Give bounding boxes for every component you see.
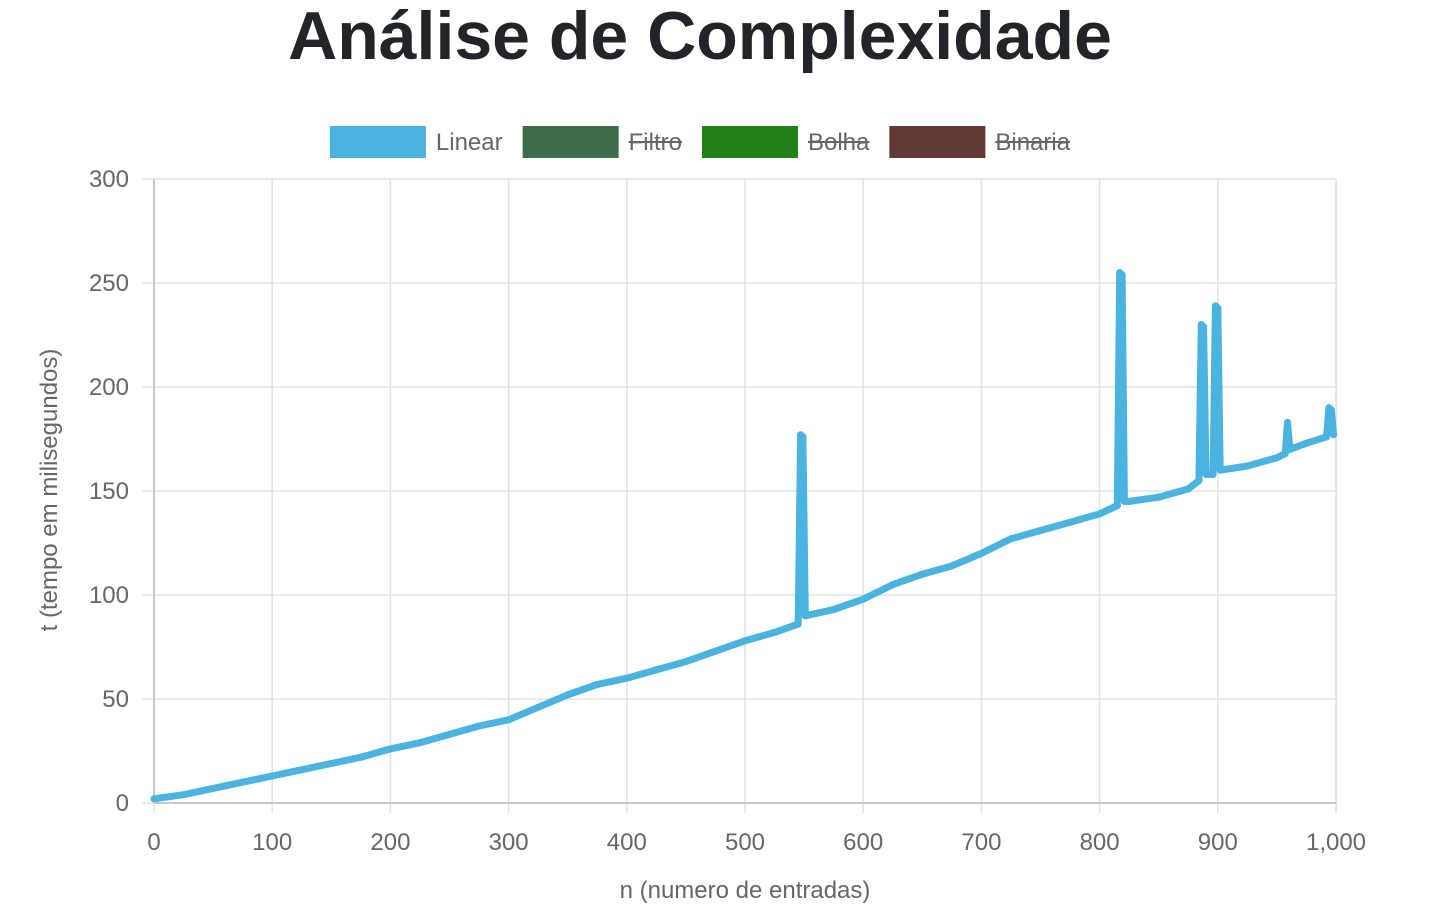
- legend-label: Linear: [436, 129, 503, 156]
- data-point: [1214, 304, 1222, 312]
- chart-series: [150, 269, 1338, 803]
- x-axis-ticks: 0 100 200 300 400 500 600 700 800 900 1,000: [147, 829, 1366, 856]
- y-axis-title: t (tempo em milisegundos): [36, 349, 63, 632]
- data-point: [948, 562, 956, 570]
- chart-legend: Linear Filtro Bolha Binaria: [329, 126, 1071, 158]
- data-point: [475, 722, 483, 730]
- x-tick-label: 800: [1080, 829, 1120, 856]
- data-point: [1120, 497, 1128, 505]
- legend-item-linear[interactable]: Linear: [329, 126, 503, 158]
- legend-swatch: [889, 126, 986, 158]
- y-tick-label: 0: [116, 790, 129, 817]
- legend-item-bolha[interactable]: Bolha: [701, 126, 870, 158]
- data-point: [150, 795, 158, 803]
- x-tick-label: 1,000: [1306, 829, 1366, 856]
- data-point: [830, 606, 838, 614]
- data-point: [1303, 439, 1310, 447]
- data-point: [1327, 406, 1335, 414]
- data-point: [298, 766, 306, 774]
- x-tick-label: 500: [725, 829, 765, 856]
- x-tick-label: 200: [370, 829, 410, 856]
- data-point: [1007, 535, 1015, 543]
- data-point: [801, 612, 809, 620]
- data-point: [1202, 470, 1210, 478]
- data-point: [1184, 485, 1192, 493]
- data-point: [1243, 462, 1251, 470]
- data-point: [711, 647, 719, 655]
- chart-axes: [153, 179, 1336, 804]
- data-point: [239, 778, 247, 786]
- data-point: [446, 730, 453, 738]
- data-point: [859, 595, 867, 603]
- data-point: [386, 745, 394, 753]
- data-point: [1125, 497, 1133, 505]
- data-point: [1273, 454, 1281, 462]
- data-point: [1330, 431, 1338, 439]
- data-point: [1037, 527, 1044, 534]
- data-point: [1200, 323, 1208, 331]
- x-tick-label: 400: [607, 829, 647, 856]
- y-tick-label: 300: [89, 166, 129, 193]
- data-point: [505, 716, 513, 724]
- data-point: [357, 753, 365, 761]
- x-axis-title: n (numero de entradas): [620, 877, 871, 904]
- data-point: [1113, 502, 1121, 510]
- data-point: [1216, 466, 1224, 474]
- data-point: [977, 549, 985, 557]
- data-point: [416, 739, 424, 747]
- data-point: [918, 570, 926, 578]
- data-point: [1284, 418, 1291, 426]
- data-point: [180, 791, 188, 799]
- data-point: [268, 772, 276, 780]
- chart-grid: [142, 178, 1337, 813]
- data-point: [889, 581, 897, 589]
- data-point: [209, 784, 217, 792]
- x-tick-label: 700: [961, 829, 1001, 856]
- data-point: [1118, 271, 1126, 279]
- series-line-linear: [150, 269, 1338, 803]
- data-point: [593, 680, 601, 688]
- legend-swatch: [329, 126, 426, 158]
- data-point: [1281, 450, 1289, 458]
- data-point: [682, 658, 690, 666]
- x-tick-label: 100: [252, 829, 292, 856]
- y-axis-ticks: 0 50 100 150 200 250 300: [89, 166, 129, 817]
- x-tick-label: 300: [489, 829, 529, 856]
- data-point: [771, 628, 779, 636]
- y-tick-label: 200: [89, 374, 129, 401]
- data-point: [623, 674, 631, 682]
- data-point: [564, 691, 572, 699]
- data-point: [741, 637, 749, 645]
- data-point: [1155, 493, 1163, 501]
- data-point: [1195, 477, 1203, 485]
- x-tick-label: 900: [1198, 829, 1238, 856]
- data-point: [1286, 445, 1294, 453]
- legend-swatch: [522, 126, 619, 158]
- data-point: [1323, 433, 1330, 441]
- x-tick-label: 600: [843, 829, 883, 856]
- data-point: [652, 666, 660, 674]
- data-point: [1066, 518, 1074, 526]
- data-point: [799, 433, 807, 441]
- y-tick-label: 100: [89, 582, 129, 609]
- y-tick-label: 150: [89, 478, 129, 505]
- y-tick-label: 250: [89, 270, 129, 297]
- legend-item-filtro[interactable]: Filtro: [522, 126, 682, 158]
- y-tick-label: 50: [102, 686, 129, 713]
- legend-item-binaria[interactable]: Binaria: [889, 126, 1071, 158]
- data-point: [534, 703, 542, 711]
- x-tick-label: 0: [147, 829, 160, 856]
- data-point: [1096, 510, 1104, 518]
- page-title: Análise de Complexidade: [288, 0, 1112, 74]
- legend-swatch: [701, 126, 798, 158]
- data-point: [1209, 470, 1217, 478]
- data-point: [794, 620, 802, 628]
- data-point: [327, 760, 335, 767]
